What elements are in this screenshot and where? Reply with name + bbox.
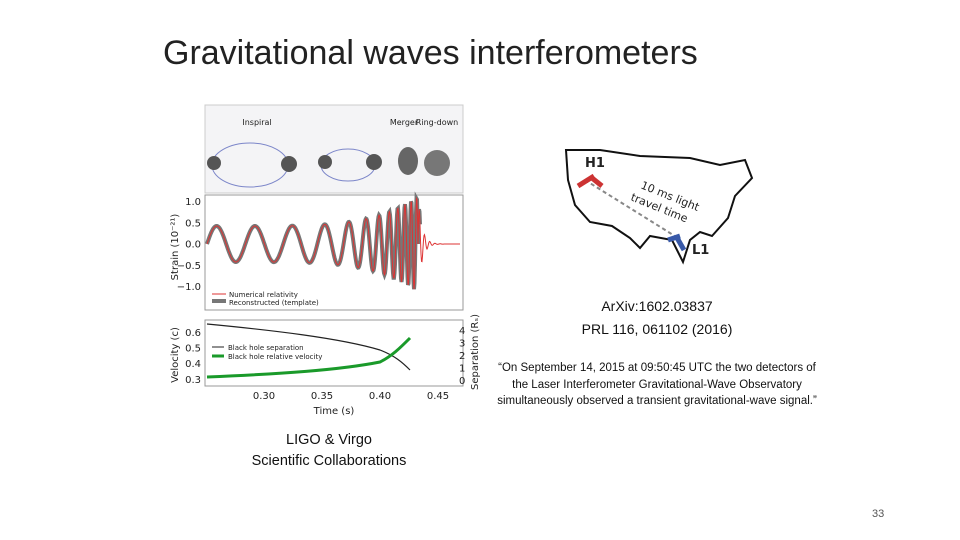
y2-axis-label: Separation (Rₛ) <box>470 314 481 390</box>
light-path <box>584 179 679 239</box>
tick-label: 0.35 <box>311 391 333 402</box>
detector-h1 <box>590 176 604 188</box>
tick-label: 0.4 <box>185 359 201 370</box>
tick-label: −0.5 <box>177 261 201 272</box>
tick-label: 3 <box>459 339 465 350</box>
map-label: L1 <box>692 243 709 258</box>
tick-label: 0.6 <box>185 328 201 339</box>
y-axis-label: Strain (10⁻²¹) <box>170 214 181 281</box>
black-hole <box>424 150 450 176</box>
separation-curve <box>206 323 411 371</box>
black-hole <box>281 156 297 172</box>
black-hole <box>398 147 418 175</box>
tick-label: 0.45 <box>427 391 449 402</box>
y-axis-label: Velocity (c) <box>170 327 181 383</box>
map-label: H1 <box>585 156 605 171</box>
reference: PRL 116, 061102 (2016) <box>581 321 733 337</box>
phase-label: Merger <box>390 118 419 127</box>
usa-map <box>564 149 754 265</box>
page-number: 33 <box>872 508 885 520</box>
black-hole <box>318 155 332 169</box>
tick-label: 0.3 <box>185 375 201 386</box>
x-axis-label: Time (s) <box>313 406 355 417</box>
legend-swatch <box>212 299 226 303</box>
tick-label: 1.0 <box>185 197 201 208</box>
credit-line: Scientific Collaborations <box>251 453 407 469</box>
legend-label: Reconstructed (template) <box>229 299 319 307</box>
tick-label: 2 <box>459 351 465 362</box>
black-hole <box>207 156 221 170</box>
black-hole <box>366 154 382 170</box>
detector-l1 <box>667 233 681 243</box>
detector-h1 <box>576 173 596 189</box>
legend-label: Black hole separation <box>228 344 304 352</box>
credit: LIGO & Virgo Scientific Collaborations <box>229 430 429 472</box>
tick-label: 0.5 <box>185 344 201 355</box>
quote: “On September 14, 2015 at 09:50:45 UTC t… <box>497 362 817 407</box>
slide-title: Gravitational waves interferometers <box>163 34 698 72</box>
tick-label: 0.5 <box>185 218 201 229</box>
tick-label: 4 <box>459 326 465 337</box>
legend-label: Numerical relativity <box>229 291 298 299</box>
tick-label: −1.0 <box>177 282 201 293</box>
references: ArXiv:1602.03837 PRL 116, 061102 (2016) <box>557 295 757 341</box>
tick-label: 0.40 <box>369 391 391 402</box>
tick-label: 0 <box>459 376 465 387</box>
velocity-curve <box>206 336 412 379</box>
waveform-numerical <box>206 196 460 290</box>
phase-label: Inspiral <box>242 118 271 127</box>
tick-label: 0.30 <box>253 391 275 402</box>
reference: ArXiv:1602.03837 <box>601 298 713 314</box>
tick-label: 1 <box>459 364 465 375</box>
legend-label: Black hole relative velocity <box>228 353 322 361</box>
tick-label: 0.0 <box>185 240 201 251</box>
phase-label: Ring-down <box>416 118 458 127</box>
credit-line: LIGO & Virgo <box>286 432 372 448</box>
